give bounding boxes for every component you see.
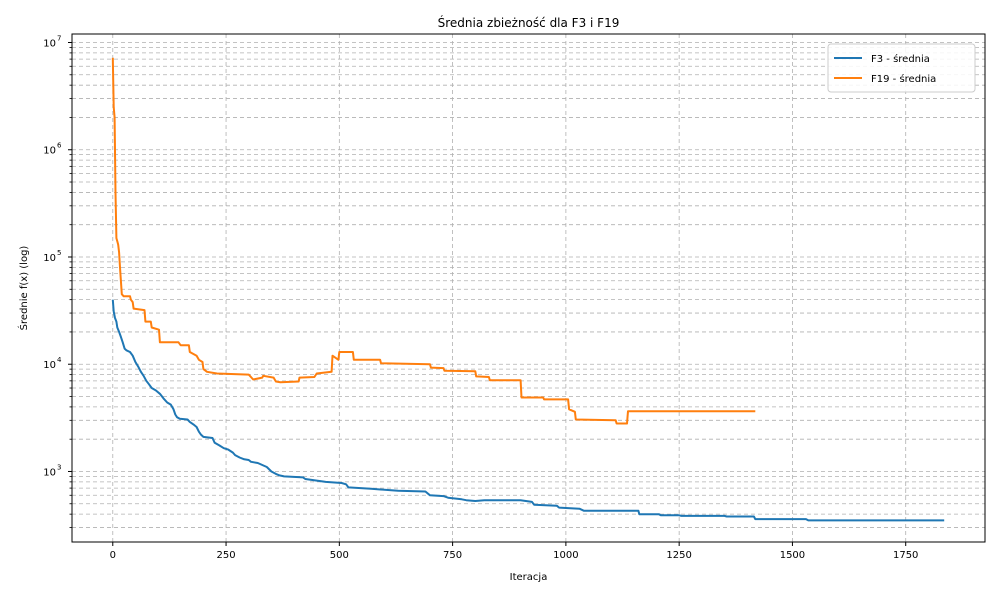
- x-tick-label: 250: [217, 550, 236, 561]
- x-tick-label: 750: [443, 550, 462, 561]
- y-tick-label: 10: [43, 253, 56, 264]
- y-axis-label: Średnie f(x) (log): [17, 246, 30, 331]
- x-tick-label: 500: [330, 550, 349, 561]
- y-tick-label: 10: [43, 146, 56, 157]
- chart-title: Średnia zbieżność dla F3 i F19: [438, 15, 620, 30]
- plot-area: [72, 34, 985, 542]
- y-tick-exponent: 3: [57, 463, 61, 471]
- y-tick-label: 10: [43, 360, 56, 371]
- y-tick-exponent: 6: [57, 142, 62, 150]
- x-tick-label: 1500: [780, 550, 805, 561]
- legend-label: F3 - średnia: [871, 53, 930, 65]
- grid-lines: [72, 34, 985, 542]
- series-line-f19: [111, 57, 756, 425]
- x-tick-label: 1750: [893, 550, 918, 561]
- y-tick-exponent: 7: [57, 34, 61, 42]
- y-tick-exponent: 4: [57, 356, 62, 364]
- x-axis-label: Iteracja: [510, 572, 548, 583]
- series-lines: [111, 57, 945, 522]
- y-tick-label: 10: [43, 38, 56, 49]
- x-axis-ticks: 0 250 500 750 1000 1250 1500 1750: [110, 542, 918, 561]
- legend-box: [827, 43, 976, 93]
- legend-label: F19 - średnia: [871, 73, 936, 85]
- series-line-f3: [111, 299, 945, 522]
- y-tick-exponent: 5: [57, 249, 61, 257]
- x-tick-label: 0: [110, 550, 116, 561]
- y-tick-label: 10: [43, 467, 56, 478]
- x-tick-label: 1250: [666, 550, 691, 561]
- plot-frame: [71, 33, 986, 543]
- legend: F3 - średnia F19 - średnia: [827, 43, 976, 93]
- x-tick-label: 1000: [553, 550, 578, 561]
